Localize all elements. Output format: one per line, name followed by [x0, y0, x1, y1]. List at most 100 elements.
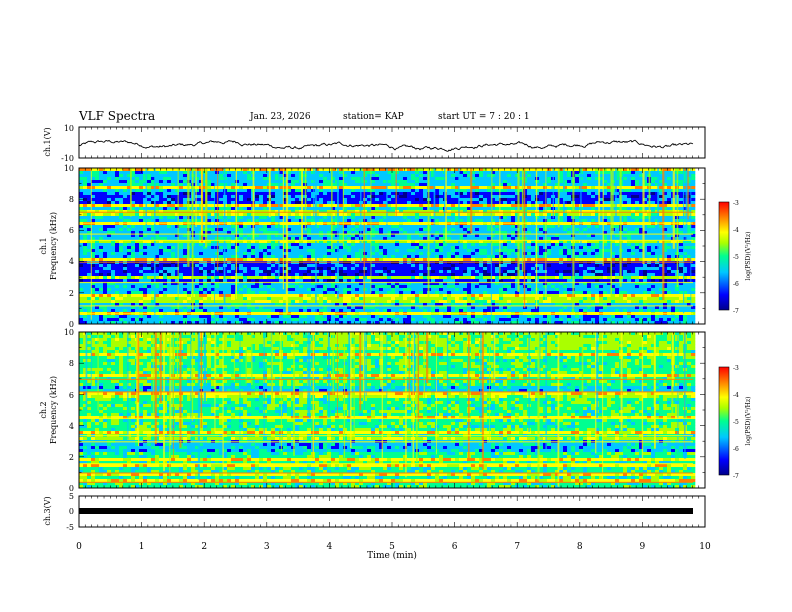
spectrogram-cell [527, 183, 532, 187]
spectrogram-cell [607, 171, 612, 175]
spectrogram-cell [287, 180, 292, 184]
spectrogram-cell [511, 252, 516, 256]
spectrogram-cell [347, 183, 352, 187]
spectrogram-cell [99, 231, 104, 235]
spectrogram-cell [99, 252, 104, 256]
spectrogram-cell [87, 216, 92, 220]
spectrogram-cell [103, 249, 108, 253]
spectrogram-cell [327, 210, 332, 214]
spectrogram-cell [103, 243, 108, 247]
spectrogram-cell [343, 240, 348, 244]
spectrogram-cell [551, 225, 556, 229]
spectrogram-cell [375, 249, 380, 253]
spectrogram-cell [343, 177, 348, 181]
spectrogram-cell [323, 180, 328, 184]
spectrogram-cell [515, 210, 520, 214]
spectrogram-cell [271, 219, 276, 223]
spectrogram-cell [311, 255, 316, 259]
spectrogram-cell [239, 204, 244, 208]
spectrogram-cell [499, 192, 504, 196]
spectrogram-cell [603, 204, 608, 208]
spectrogram-cell [687, 213, 692, 217]
spectrogram-cell [291, 213, 296, 217]
spectrogram-cell [447, 204, 452, 208]
spectrogram-cell [379, 192, 384, 196]
spectrogram-cell [407, 183, 412, 187]
spectrogram-cell [527, 231, 532, 235]
spectrogram-cell [151, 210, 156, 214]
spectrogram-cell [495, 243, 500, 247]
spectrogram-cell [435, 246, 440, 250]
spectrogram-cell [647, 255, 652, 259]
spectrogram-cell [643, 234, 648, 238]
spectrogram-cell [131, 201, 136, 205]
spectrogram-cell [111, 231, 116, 235]
spectrogram-cell [599, 180, 604, 184]
spectrogram-cell [663, 228, 668, 232]
spectrogram-cell [503, 195, 508, 199]
spectrogram-cell [275, 201, 280, 205]
spectrogram-cell [303, 240, 308, 244]
spectrogram-cell [435, 195, 440, 199]
spectrogram-cell [151, 171, 156, 175]
spectrogram-cell [559, 183, 564, 187]
spectrogram-cell [179, 198, 184, 202]
spectrogram-cell [347, 204, 352, 208]
spectrogram-cell [107, 246, 112, 250]
spectrogram-cell [651, 216, 656, 220]
spectrogram-cell [115, 258, 120, 262]
spectrogram-cell [83, 201, 88, 205]
spectrogram-cell [471, 216, 476, 220]
spectrogram-cell [239, 237, 244, 241]
spectrogram-cell [655, 180, 660, 184]
spectrogram-cell [99, 180, 104, 184]
spectrogram-cell [183, 264, 188, 268]
spectrogram-cell [291, 192, 296, 196]
spectrogram-cell [351, 216, 356, 220]
spectrogram-cell [287, 207, 292, 211]
spectrogram-cell [155, 192, 160, 196]
spectrogram-cell [567, 240, 572, 244]
spectrogram-cell [607, 201, 612, 205]
spectrogram-cell [103, 192, 108, 196]
spectrogram-cell [95, 195, 100, 199]
spectrogram-cell [167, 231, 172, 235]
spectrogram-cell [87, 219, 92, 223]
spectrogram-cell [331, 243, 336, 247]
spectrogram-cell [471, 228, 476, 232]
spectrogram-cell [211, 201, 216, 205]
spectrogram-cell [599, 183, 604, 187]
spectrogram-cell [139, 198, 144, 202]
spectrogram-cell [167, 240, 172, 244]
spectrogram-cell [387, 258, 392, 262]
spectrogram-cell [467, 183, 472, 187]
spectrogram-cell [635, 216, 640, 220]
spectrogram-cell [179, 186, 184, 190]
spectrogram-cell [555, 216, 560, 220]
spectrogram-cell [235, 198, 240, 202]
spectrogram-cell [91, 177, 96, 181]
spectrogram-cell [407, 189, 412, 193]
spectrogram-cell [295, 240, 300, 244]
spectrogram-cell [347, 168, 352, 172]
spectrogram-cell [431, 210, 436, 214]
spectrogram-cell [583, 186, 588, 190]
spectrogram-cell [283, 258, 288, 262]
spectrogram-cell [139, 210, 144, 214]
spectrogram-cell [419, 168, 424, 172]
spectrogram-cell [547, 234, 552, 238]
spectrogram-cell [123, 177, 128, 181]
spectrogram-cell [255, 264, 260, 268]
spectrogram-cell [227, 234, 232, 238]
spectrogram-cell [615, 198, 620, 202]
spectrogram-cell [507, 204, 512, 208]
spectrogram-cell [307, 180, 312, 184]
spectrogram-cell [411, 216, 416, 220]
spectrogram-cell [263, 231, 268, 235]
spectrogram-cell [395, 180, 400, 184]
spectrogram-cell [135, 219, 140, 223]
spectrogram-cell [691, 216, 696, 220]
spectrogram-cell [551, 219, 556, 223]
spectrogram-cell [475, 225, 480, 229]
spectrogram-cell [431, 195, 436, 199]
